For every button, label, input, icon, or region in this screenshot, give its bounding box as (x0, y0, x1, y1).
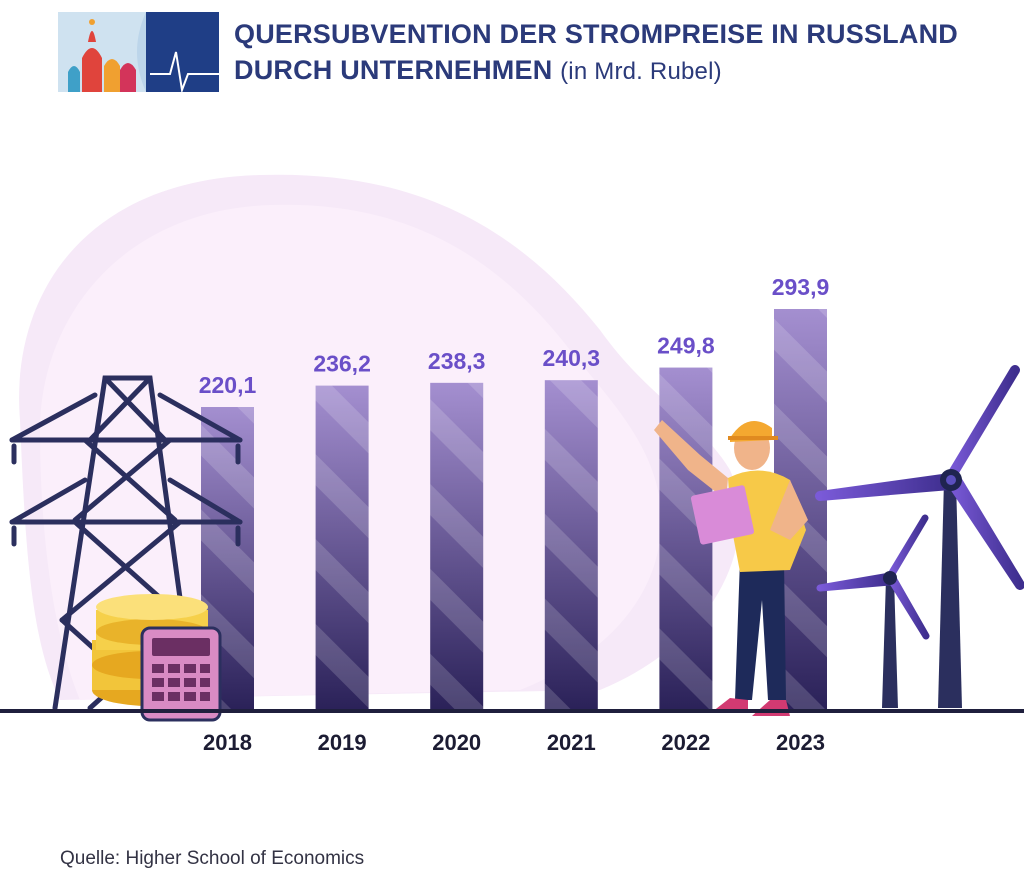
x-tick-label-2023: 2023 (776, 730, 825, 755)
wind-turbine-icon (815, 365, 1024, 708)
bar-stripes-2021 (544, 380, 598, 711)
x-tick-label-2018: 2018 (203, 730, 252, 755)
value-label-2020: 238,3 (428, 348, 486, 374)
value-label-2018: 220,1 (199, 372, 257, 398)
x-tick-label-2021: 2021 (547, 730, 596, 755)
value-label-2019: 236,2 (313, 351, 371, 377)
x-tick-label-2019: 2019 (318, 730, 367, 755)
value-label-2022: 249,8 (657, 333, 715, 359)
logo-icon (58, 12, 219, 92)
value-label-2023: 293,9 (772, 274, 830, 300)
source-note: Quelle: Higher School of Economics (60, 848, 365, 869)
bar-stripes-2019 (315, 385, 369, 711)
calculator-icon (140, 626, 222, 722)
title-unit: (in Mrd. Rubel) (560, 58, 722, 85)
title-line-2: DURCH UNTERNEHMEN (234, 55, 553, 85)
x-tick-label-2022: 2022 (661, 730, 710, 755)
page-title: QUERSUBVENTION DER STROMPREISE IN RUSSLA… (234, 16, 958, 90)
bar-stripes-2020 (430, 382, 484, 711)
title-line-1: QUERSUBVENTION DER STROMPREISE IN RUSSLA… (234, 19, 958, 49)
value-label-2021: 240,3 (543, 345, 601, 371)
x-tick-label-2020: 2020 (432, 730, 481, 755)
